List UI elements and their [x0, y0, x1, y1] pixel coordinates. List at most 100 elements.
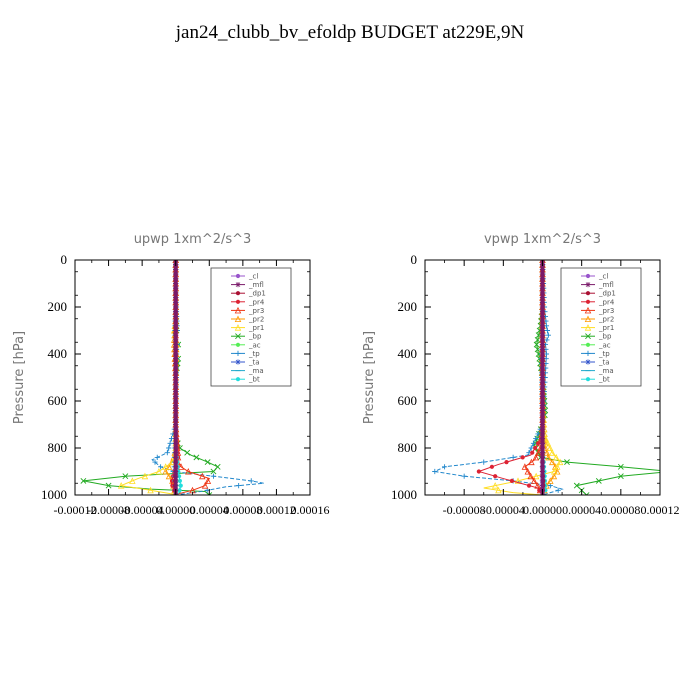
legend-label: _pr1 — [598, 324, 614, 332]
data-point — [543, 449, 551, 456]
data-point — [214, 463, 221, 470]
data-point — [173, 407, 179, 413]
data-point — [235, 350, 241, 356]
legend-label: _pr2 — [598, 316, 614, 324]
data-point — [584, 324, 592, 331]
data-point — [539, 266, 546, 272]
x-tick-label: -0.00012 — [54, 503, 97, 517]
series-line — [83, 260, 219, 495]
data-point — [441, 464, 448, 470]
data-point — [489, 464, 495, 469]
data-point — [539, 459, 546, 465]
data-point — [539, 318, 546, 324]
data-point — [234, 315, 242, 322]
data-point — [173, 454, 179, 460]
data-point — [584, 315, 592, 322]
data-point — [530, 440, 537, 446]
data-point — [235, 299, 241, 304]
data-point — [173, 356, 179, 362]
data-point — [539, 370, 546, 376]
legend-label: _tp — [248, 350, 260, 358]
data-point — [573, 482, 580, 489]
legend-label: _ac — [248, 341, 261, 349]
data-point — [173, 346, 179, 352]
data-point — [173, 304, 179, 310]
figure-title: jan24_clubb_bv_efoldp BUDGET at229E,9N — [175, 22, 525, 43]
y-tick-label: 1000 — [41, 487, 67, 502]
data-point — [173, 271, 179, 277]
x-tick-label: 0.00008 — [223, 503, 262, 517]
data-point — [539, 417, 546, 423]
data-point — [539, 276, 546, 282]
data-point — [539, 445, 546, 451]
data-point — [585, 342, 591, 347]
x-tick-label: 0.00012 — [641, 503, 680, 517]
legend-label: _cl — [248, 273, 258, 281]
data-point — [539, 431, 546, 437]
data-point — [173, 313, 179, 319]
data-point — [617, 473, 624, 480]
legend-label: _mfl — [598, 281, 614, 289]
series-mfl — [173, 260, 179, 495]
legend-label: _pr4 — [598, 298, 615, 306]
data-point — [539, 337, 546, 343]
data-point — [550, 472, 558, 480]
data-point — [539, 342, 546, 348]
data-point — [539, 313, 546, 319]
plot-area — [80, 260, 264, 495]
data-point — [539, 384, 546, 390]
data-point — [530, 477, 538, 484]
data-point — [173, 468, 179, 475]
data-point — [539, 403, 546, 409]
legend-label: _pr4 — [248, 298, 265, 306]
data-point — [147, 486, 154, 494]
data-point — [173, 398, 179, 404]
data-point — [539, 309, 546, 315]
data-point — [235, 342, 241, 347]
data-point — [166, 445, 172, 451]
data-point — [539, 304, 546, 310]
data-point — [524, 468, 532, 475]
data-point — [528, 458, 535, 466]
data-point — [173, 290, 179, 296]
data-point — [539, 327, 546, 334]
data-point — [564, 459, 570, 466]
data-point — [162, 463, 169, 470]
data-point — [173, 445, 179, 451]
x-tick-label: 0.00000 — [523, 503, 562, 517]
data-point — [539, 412, 546, 418]
data-point — [122, 473, 129, 480]
data-point — [549, 449, 556, 456]
data-point — [178, 483, 183, 488]
data-point — [533, 436, 539, 442]
data-point — [173, 483, 179, 489]
data-point — [539, 365, 546, 371]
data-point — [520, 455, 525, 460]
data-point — [539, 389, 546, 395]
data-point — [539, 450, 546, 456]
data-point — [173, 337, 179, 343]
data-point — [539, 346, 546, 352]
data-point — [539, 271, 546, 277]
data-point — [235, 291, 241, 296]
y-tick-label: 400 — [398, 346, 418, 361]
data-point — [173, 436, 179, 442]
x-tick-label: 0.00016 — [291, 503, 330, 517]
data-point — [173, 276, 179, 282]
data-point — [585, 350, 591, 356]
data-point — [539, 440, 546, 446]
x-tick-label: 0.00000 — [156, 503, 195, 517]
data-point — [176, 474, 182, 479]
data-point — [235, 333, 241, 340]
data-point — [173, 426, 179, 432]
data-point — [173, 280, 179, 287]
y-tick-label: 1000 — [391, 487, 417, 502]
data-point — [206, 492, 213, 495]
legend-label: _bp — [248, 333, 262, 341]
data-point — [235, 359, 241, 365]
x-tick-label: -0.00004 — [482, 503, 525, 517]
x-tick-label: -0.00004 — [121, 503, 164, 517]
legend-label: _pr2 — [248, 316, 264, 324]
legend-label: _pr3 — [248, 307, 264, 315]
